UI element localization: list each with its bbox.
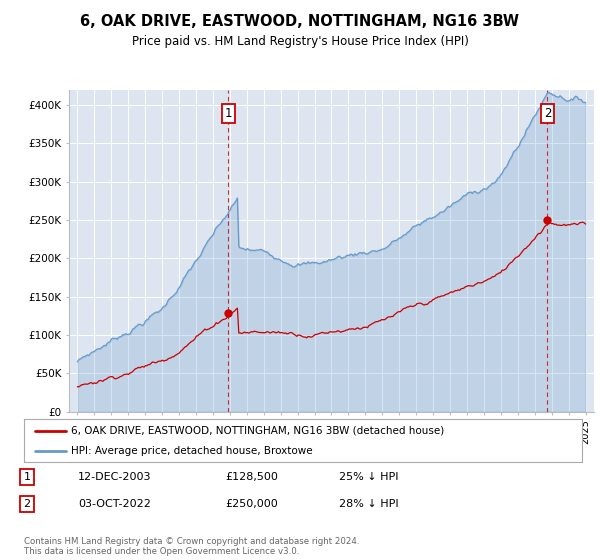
Text: £128,500: £128,500 — [225, 472, 278, 482]
Text: 03-OCT-2022: 03-OCT-2022 — [78, 499, 151, 509]
Text: Price paid vs. HM Land Registry's House Price Index (HPI): Price paid vs. HM Land Registry's House … — [131, 35, 469, 48]
Text: 1: 1 — [225, 108, 232, 120]
Text: 25% ↓ HPI: 25% ↓ HPI — [339, 472, 398, 482]
Text: 28% ↓ HPI: 28% ↓ HPI — [339, 499, 398, 509]
Text: £250,000: £250,000 — [225, 499, 278, 509]
Text: 2: 2 — [23, 499, 31, 509]
Text: 1: 1 — [23, 472, 31, 482]
Text: 2: 2 — [544, 108, 551, 120]
Text: 12-DEC-2003: 12-DEC-2003 — [78, 472, 151, 482]
Text: Contains HM Land Registry data © Crown copyright and database right 2024.
This d: Contains HM Land Registry data © Crown c… — [24, 536, 359, 556]
Text: HPI: Average price, detached house, Broxtowe: HPI: Average price, detached house, Brox… — [71, 446, 313, 455]
Text: 6, OAK DRIVE, EASTWOOD, NOTTINGHAM, NG16 3BW: 6, OAK DRIVE, EASTWOOD, NOTTINGHAM, NG16… — [80, 14, 520, 29]
Text: 6, OAK DRIVE, EASTWOOD, NOTTINGHAM, NG16 3BW (detached house): 6, OAK DRIVE, EASTWOOD, NOTTINGHAM, NG16… — [71, 426, 445, 436]
